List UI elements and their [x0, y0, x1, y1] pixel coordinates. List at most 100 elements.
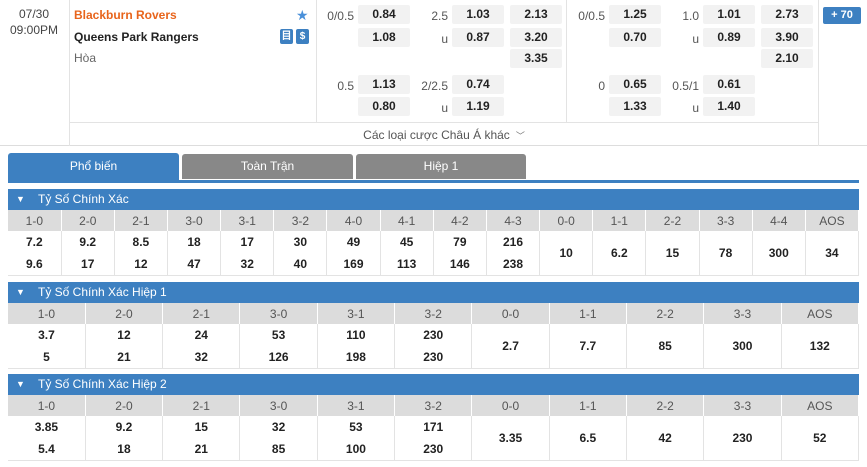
- single-score-odd[interactable]: 78: [699, 231, 753, 276]
- over-odd[interactable]: 0.61: [703, 75, 755, 94]
- 1x2-away-odd[interactable]: 3.20: [510, 28, 562, 47]
- away-score-odd[interactable]: 85: [271, 442, 286, 456]
- home-score-odd[interactable]: 8.5: [132, 235, 150, 249]
- home-score-odd[interactable]: 79: [453, 235, 467, 249]
- home-score-odd[interactable]: 17: [240, 235, 254, 249]
- away-score-odd[interactable]: 238: [502, 257, 523, 271]
- more-markets-button[interactable]: + 70: [823, 7, 861, 24]
- single-score-odd[interactable]: 85: [626, 324, 705, 369]
- away-score-odd[interactable]: 113: [396, 257, 417, 271]
- home-score-odd[interactable]: 9.2: [79, 235, 97, 249]
- 1x2-away-odd[interactable]: 3.90: [761, 28, 813, 47]
- home-score-odd[interactable]: 30: [293, 235, 308, 249]
- home-score-odd[interactable]: 3.7: [38, 328, 55, 342]
- single-score-odd[interactable]: 42: [626, 416, 705, 461]
- home-score-odd[interactable]: 53: [271, 328, 286, 342]
- away-score-odd[interactable]: 32: [194, 350, 208, 364]
- away-score-odd[interactable]: 230: [423, 442, 444, 456]
- single-score-odd[interactable]: 230: [703, 416, 782, 461]
- home-score-odd[interactable]: 45: [399, 235, 414, 249]
- away-team-name[interactable]: Queens Park Rangers: [74, 30, 199, 44]
- handicap-away-odd[interactable]: 0.80: [358, 97, 410, 116]
- over-odd[interactable]: 1.01: [703, 5, 755, 24]
- away-score-odd[interactable]: 47: [187, 257, 201, 271]
- home-score-odd[interactable]: 110: [346, 328, 366, 342]
- single-score-odd[interactable]: 2.7: [471, 324, 550, 369]
- 1x2-home-odd[interactable]: 2.73: [761, 5, 813, 24]
- single-score-odd[interactable]: 132: [781, 324, 860, 369]
- away-score-odd[interactable]: 21: [117, 350, 131, 364]
- home-score-odd[interactable]: 15: [194, 420, 208, 434]
- single-score-odd[interactable]: 300: [703, 324, 782, 369]
- section-header[interactable]: ▼ Tỷ Số Chính Xác: [8, 189, 859, 210]
- score-header-row: 1-0 2-0 2-1 3-0 3-1 3-2 0-0 1-1 2-2 3-3 AOS: [8, 395, 860, 416]
- over-odd[interactable]: 1.03: [452, 5, 504, 24]
- single-score-odd[interactable]: 3.35: [471, 416, 550, 461]
- favorite-star-icon[interactable]: ★: [296, 7, 309, 23]
- collapse-caret-icon[interactable]: ▼: [16, 194, 25, 204]
- home-score-odd[interactable]: 9.2: [115, 420, 133, 434]
- away-score-odd[interactable]: 18: [117, 442, 131, 456]
- home-score-odd[interactable]: 230: [423, 328, 444, 342]
- home-score-odd[interactable]: 3.85: [34, 420, 59, 434]
- away-score-odd[interactable]: 12: [134, 257, 148, 271]
- home-score-odd[interactable]: 32: [271, 420, 286, 434]
- single-score-odd[interactable]: 6.2: [592, 231, 647, 276]
- home-score-odd[interactable]: 24: [194, 328, 208, 342]
- home-score-odd[interactable]: 49: [346, 235, 361, 249]
- handicap-home-odd[interactable]: 1.13: [358, 75, 410, 94]
- under-odd[interactable]: 1.19: [452, 97, 504, 116]
- dollar-icon[interactable]: $: [296, 29, 309, 44]
- handicap-away-odd[interactable]: 0.70: [609, 28, 661, 47]
- collapse-caret-icon[interactable]: ▼: [16, 379, 25, 389]
- away-score-odd[interactable]: 126: [268, 350, 289, 364]
- away-score-odd[interactable]: 40: [293, 257, 308, 271]
- home-score-odd[interactable]: 7.2: [25, 235, 43, 249]
- home-score-odd[interactable]: 53: [349, 420, 363, 434]
- away-score-odd[interactable]: 198: [345, 350, 366, 364]
- away-score-odd[interactable]: 32: [240, 257, 254, 271]
- score-cell: 53 100: [317, 416, 396, 461]
- away-score-odd[interactable]: 5.4: [38, 442, 55, 456]
- section-header[interactable]: ▼ Tỷ Số Chính Xác Hiệp 2: [8, 374, 859, 395]
- away-score-odd[interactable]: 146: [449, 257, 470, 271]
- handicap-home-odd[interactable]: 0.84: [358, 5, 410, 24]
- handicap-home-odd[interactable]: 1.25: [609, 5, 661, 24]
- 1x2-draw-odd[interactable]: 2.10: [761, 49, 813, 68]
- home-score-odd[interactable]: 216: [502, 235, 523, 249]
- section-header[interactable]: ▼ Tỷ Số Chính Xác Hiệp 1: [8, 282, 859, 303]
- away-score-odd[interactable]: 5: [43, 350, 50, 364]
- collapse-caret-icon[interactable]: ▼: [16, 287, 25, 297]
- home-score-odd[interactable]: 18: [187, 235, 201, 249]
- home-team-name[interactable]: Blackburn Rovers: [74, 8, 177, 22]
- handicap-away-odd[interactable]: 1.08: [358, 28, 410, 47]
- 1x2-home-odd[interactable]: 2.13: [510, 5, 562, 24]
- home-score-odd[interactable]: 171: [423, 420, 444, 434]
- under-odd[interactable]: 1.40: [703, 97, 755, 116]
- away-score-odd[interactable]: 230: [423, 350, 444, 364]
- under-odd[interactable]: 0.89: [703, 28, 755, 47]
- under-odd[interactable]: 0.87: [452, 28, 504, 47]
- home-score-odd[interactable]: 12: [117, 328, 131, 342]
- single-score-odd[interactable]: 15: [645, 231, 700, 276]
- more-asian-bets-toggle[interactable]: Các loại cược Châu Á khác ﹀: [70, 122, 818, 146]
- stats-icon[interactable]: 目: [280, 29, 293, 44]
- away-score-odd[interactable]: 169: [343, 257, 364, 271]
- single-score-odd[interactable]: 300: [752, 231, 806, 276]
- single-score-odd[interactable]: 34: [805, 231, 860, 276]
- over-odd[interactable]: 0.74: [452, 75, 504, 94]
- away-score-odd[interactable]: 17: [81, 257, 95, 271]
- away-score-odd[interactable]: 9.6: [25, 257, 43, 271]
- away-score-odd[interactable]: 21: [194, 442, 208, 456]
- tab-first-half[interactable]: Hiệp 1: [356, 154, 526, 179]
- away-score-odd[interactable]: 100: [345, 442, 366, 456]
- tab-popular[interactable]: Phổ biến: [8, 153, 179, 181]
- single-score-odd[interactable]: 7.7: [549, 324, 628, 369]
- single-score-odd[interactable]: 6.5: [549, 416, 628, 461]
- single-score-odd[interactable]: 10: [539, 231, 594, 276]
- handicap-home-odd[interactable]: 0.65: [609, 75, 661, 94]
- single-score-odd[interactable]: 52: [781, 416, 860, 461]
- 1x2-draw-odd[interactable]: 3.35: [510, 49, 562, 68]
- handicap-away-odd[interactable]: 1.33: [609, 97, 661, 116]
- tab-full-match[interactable]: Toàn Trận: [182, 154, 353, 179]
